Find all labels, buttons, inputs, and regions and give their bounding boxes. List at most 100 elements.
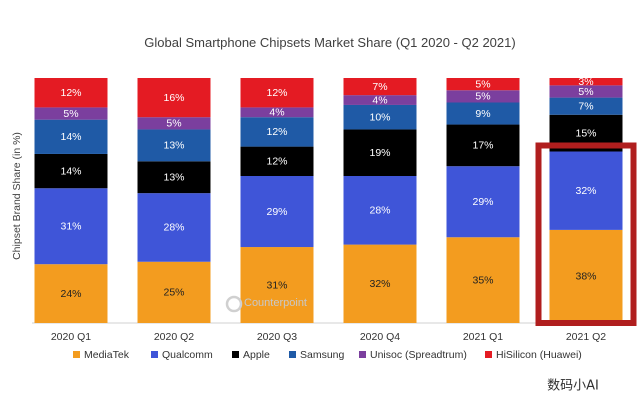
- bars-group: 24% 31% 14% 14% 5% 12% 25% 28% 13% 13% 5% 16% 31% 29%…: [34, 76, 623, 323]
- data-label-unisoc-spreadtrum-2020-q3: 4%: [269, 107, 284, 119]
- data-label-hisilicon-huawei-2021-q2: 3%: [578, 76, 593, 88]
- data-label-qualcomm-2020-q1: 31%: [60, 221, 81, 233]
- data-label-apple-2020-q2: 13%: [163, 172, 184, 184]
- bar-segment-qualcomm-2021-q1: [446, 166, 520, 238]
- data-label-qualcomm-2021-q1: 29%: [472, 196, 493, 208]
- data-label-samsung-2020-q3: 12%: [266, 126, 287, 138]
- data-label-unisoc-spreadtrum-2020-q2: 5%: [166, 118, 181, 130]
- x-tick-labels: 2020 Q1 2020 Q2 2020 Q3 2020 Q4 2021 Q1 2021 …: [51, 331, 606, 343]
- bar-segment-hisilicon-huawei-2020-q3: [240, 78, 314, 108]
- data-label-mediatek-2020-q3: 31%: [266, 279, 287, 291]
- bar-segment-samsung-2020-q1: [34, 119, 108, 154]
- bar-segment-mediatek-2021-q1: [446, 237, 520, 323]
- bar-segment-mediatek-2020-q2: [137, 261, 211, 323]
- data-label-mediatek-2020-q1: 24%: [60, 288, 81, 300]
- bar-segment-unisoc-spreadtrum-2020-q2: [137, 117, 211, 130]
- counterpoint-logo-icon: [225, 295, 243, 313]
- data-label-samsung-2020-q4: 10%: [369, 111, 390, 123]
- data-label-apple-2020-q1: 14%: [60, 165, 81, 177]
- bar-segment-unisoc-spreadtrum-2020-q3: [240, 107, 314, 118]
- bar-segment-unisoc-spreadtrum-2021-q1: [446, 90, 520, 103]
- data-label-qualcomm-2020-q4: 28%: [369, 205, 390, 217]
- data-label-qualcomm-2020-q2: 28%: [163, 222, 184, 234]
- legend-swatch-qualcomm: [151, 351, 158, 358]
- data-label-unisoc-spreadtrum-2021-q1: 5%: [475, 91, 490, 103]
- x-tick-label-2020-q1: 2020 Q1: [51, 331, 91, 343]
- legend-label-qualcomm: Qualcomm: [162, 349, 213, 361]
- chart-title: Global Smartphone Chipsets Market Share …: [144, 35, 515, 50]
- data-label-samsung-2021-q1: 9%: [475, 108, 490, 120]
- highlight-box: [535, 142, 637, 326]
- bar-segment-hisilicon-huawei-2021-q1: [446, 78, 520, 91]
- data-label-unisoc-spreadtrum-2021-q2: 5%: [578, 86, 593, 98]
- x-tick-label-2020-q3: 2020 Q3: [257, 331, 297, 343]
- corner-watermark: 数码小AI: [547, 379, 599, 394]
- bar-segment-qualcomm-2020-q3: [240, 176, 314, 248]
- data-label-qualcomm-2021-q2: 32%: [575, 185, 596, 197]
- data-label-mediatek-2020-q4: 32%: [369, 278, 390, 290]
- data-label-unisoc-spreadtrum-2020-q1: 5%: [63, 108, 78, 120]
- x-tick-label-2020-q4: 2020 Q4: [360, 331, 400, 343]
- bar-segment-hisilicon-huawei-2020-q2: [137, 78, 211, 118]
- data-label-hisilicon-huawei-2021-q1: 5%: [475, 78, 490, 90]
- bar-segment-apple-2020-q3: [240, 146, 314, 176]
- x-tick-label-2020-q2: 2020 Q2: [154, 331, 194, 343]
- data-label-hisilicon-huawei-2020-q4: 7%: [372, 81, 387, 93]
- x-tick-label-2021-q1: 2021 Q1: [463, 331, 503, 343]
- data-label-unisoc-spreadtrum-2020-q4: 4%: [372, 94, 387, 106]
- data-label-apple-2020-q4: 19%: [369, 147, 390, 159]
- bar-segment-qualcomm-2020-q1: [34, 188, 108, 265]
- data-label-samsung-2020-q1: 14%: [60, 131, 81, 143]
- legend-swatch-samsung: [289, 351, 296, 358]
- bar-segment-mediatek-2021-q2: [549, 229, 623, 323]
- data-label-apple-2020-q3: 12%: [266, 156, 287, 168]
- bar-segment-samsung-2020-q3: [240, 117, 314, 147]
- data-label-apple-2021-q2: 15%: [575, 127, 596, 139]
- bar-segment-samsung-2021-q1: [446, 102, 520, 125]
- data-label-samsung-2020-q2: 13%: [163, 140, 184, 152]
- legend: MediaTek Qualcomm Apple Samsung Unisoc (Spre…: [73, 349, 582, 361]
- data-label-mediatek-2020-q2: 25%: [163, 287, 184, 299]
- bar-segment-qualcomm-2020-q4: [343, 176, 417, 245]
- bar-segment-unisoc-spreadtrum-2020-q1: [34, 107, 108, 120]
- legend-label-samsung: Samsung: [300, 349, 345, 361]
- data-label-hisilicon-huawei-2020-q3: 12%: [266, 87, 287, 99]
- bar-segment-hisilicon-huawei-2021-q2: [549, 78, 623, 86]
- y-axis-label: Chipset Brand Share (in %): [11, 132, 23, 260]
- bar-segment-unisoc-spreadtrum-2020-q4: [343, 95, 417, 105]
- legend-swatch-hisilicon-huawei: [485, 351, 492, 358]
- legend-label-apple: Apple: [243, 349, 270, 361]
- legend-swatch-unisoc-spreadtrum: [359, 351, 366, 358]
- data-label-mediatek-2021-q1: 35%: [472, 274, 493, 286]
- bar-segment-samsung-2020-q4: [343, 104, 417, 130]
- bar-segment-mediatek-2020-q3: [240, 247, 314, 323]
- data-label-hisilicon-huawei-2020-q2: 16%: [163, 92, 184, 104]
- data-label-qualcomm-2020-q3: 29%: [266, 206, 287, 218]
- bar-segment-apple-2020-q1: [34, 153, 108, 189]
- x-tick-label-2021-q2: 2021 Q2: [566, 331, 606, 343]
- bar-segment-samsung-2020-q2: [137, 129, 211, 162]
- legend-swatch-apple: [232, 351, 239, 358]
- data-label-mediatek-2021-q2: 38%: [575, 271, 596, 283]
- legend-label-unisoc-spreadtrum: Unisoc (Spreadtrum): [370, 349, 467, 361]
- counterpoint-watermark-text: Counterpoint: [244, 297, 307, 309]
- bar-segment-unisoc-spreadtrum-2021-q2: [549, 85, 623, 98]
- bar-segment-apple-2021-q1: [446, 124, 520, 167]
- data-label-samsung-2021-q2: 7%: [578, 100, 593, 112]
- bar-segment-mediatek-2020-q4: [343, 244, 417, 323]
- bar-segment-hisilicon-huawei-2020-q1: [34, 78, 108, 108]
- bar-segment-qualcomm-2020-q2: [137, 193, 211, 262]
- bar-segment-mediatek-2020-q1: [34, 264, 108, 323]
- data-label-apple-2021-q1: 17%: [472, 140, 493, 152]
- bar-segment-apple-2020-q2: [137, 161, 211, 194]
- bar-segment-samsung-2021-q2: [549, 97, 623, 115]
- legend-label-mediatek: MediaTek: [84, 349, 130, 361]
- bar-segment-hisilicon-huawei-2020-q4: [343, 78, 417, 96]
- legend-swatch-mediatek: [73, 351, 80, 358]
- data-label-hisilicon-huawei-2020-q1: 12%: [60, 87, 81, 99]
- bar-segment-qualcomm-2021-q2: [549, 151, 623, 230]
- bar-segment-apple-2020-q4: [343, 129, 417, 176]
- legend-label-hisilicon-huawei: HiSilicon (Huawei): [496, 349, 582, 361]
- counterpoint-watermark: Counterpoint: [225, 295, 307, 313]
